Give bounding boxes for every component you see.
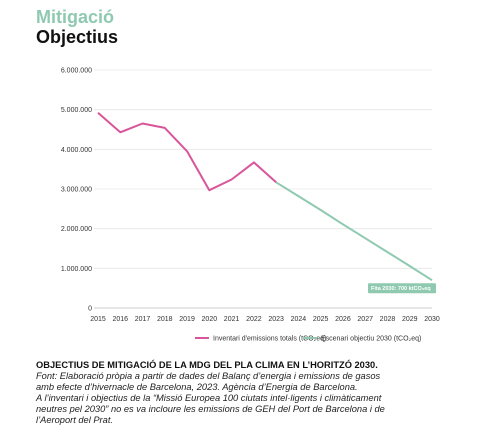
x-tick-label: 2023 [268,316,284,323]
x-tick-label: 2025 [313,316,329,323]
caption-line: amb efecte d’hivernacle de Barcelona, 20… [36,382,358,392]
x-tick-label: 2029 [402,316,418,323]
grid-layer [94,69,432,309]
x-tick-label: 2021 [224,316,240,323]
y-tick-label: 5.000.000 [61,107,92,114]
x-tick-label: 2022 [246,316,262,323]
milestone-annotation-label: Fita 2030: 700 ktCO₂eq [371,286,431,292]
x-tick-label: 2015 [90,316,106,323]
caption-line: Font: Elaboració pròpia a partir de dade… [36,371,381,381]
figure-caption: OBJECTIUS DE MITIGACIÓ DE LA MDG DEL PLA… [36,360,456,426]
x-axis: 2015 2016 2017 2018 2019 2020 2021 2022 2023 2024… [90,316,440,323]
milestone-annotation-box [368,283,436,294]
legend: Inventari d'emissions totals (tCO₂eq)Esc… [195,336,421,343]
y-tick-label: 0 [88,306,92,313]
x-tick-label: 2024 [291,316,307,323]
page-title: Objectius [36,27,119,47]
y-axis: 0 1.000.000 2.000.000 3.000.000 4.000.000 5.0… [61,68,92,313]
emissions-line-chart: 0 1.000.000 2.000.000 3.000.000 4.000.000 5.0… [61,68,440,343]
caption-line: l’Aeroport del Prat. [36,415,113,425]
x-tick-label: 2027 [357,316,373,323]
x-tick-label: 2018 [157,316,173,323]
caption-line: neutres pel 2030” no es va incloure les … [36,404,385,414]
x-tick-label: 2028 [380,316,396,323]
section-kicker: Mitigació [36,7,115,27]
y-tick-label: 1.000.000 [61,266,92,273]
y-tick-label: 6.000.000 [61,68,92,75]
y-tick-label: 4.000.000 [61,147,92,154]
annotation-layer: Fita 2030: 700 ktCO₂eq [368,283,436,294]
y-tick-label: 3.000.000 [61,187,92,194]
series-layer [97,112,433,282]
legend-label: Inventari d'emissions totals (tCO₂eq) [213,336,326,343]
series-line [97,112,277,192]
x-tick-label: 2017 [135,316,151,323]
series-line [275,181,433,282]
x-tick-label: 2020 [202,316,218,323]
x-tick-label: 2016 [112,316,128,323]
y-tick-label: 2.000.000 [61,226,92,233]
caption-heading: OBJECTIUS DE MITIGACIÓ DE LA MDG DEL PLA… [36,360,378,370]
x-tick-label: 2030 [424,316,440,323]
x-tick-label: 2026 [335,316,351,323]
legend-label: Escenari objectiu 2030 (tCO₂eq) [321,336,421,343]
caption-line: A l’inventari i objectius de la “Missió … [36,393,382,403]
x-tick-label: 2019 [179,316,195,323]
